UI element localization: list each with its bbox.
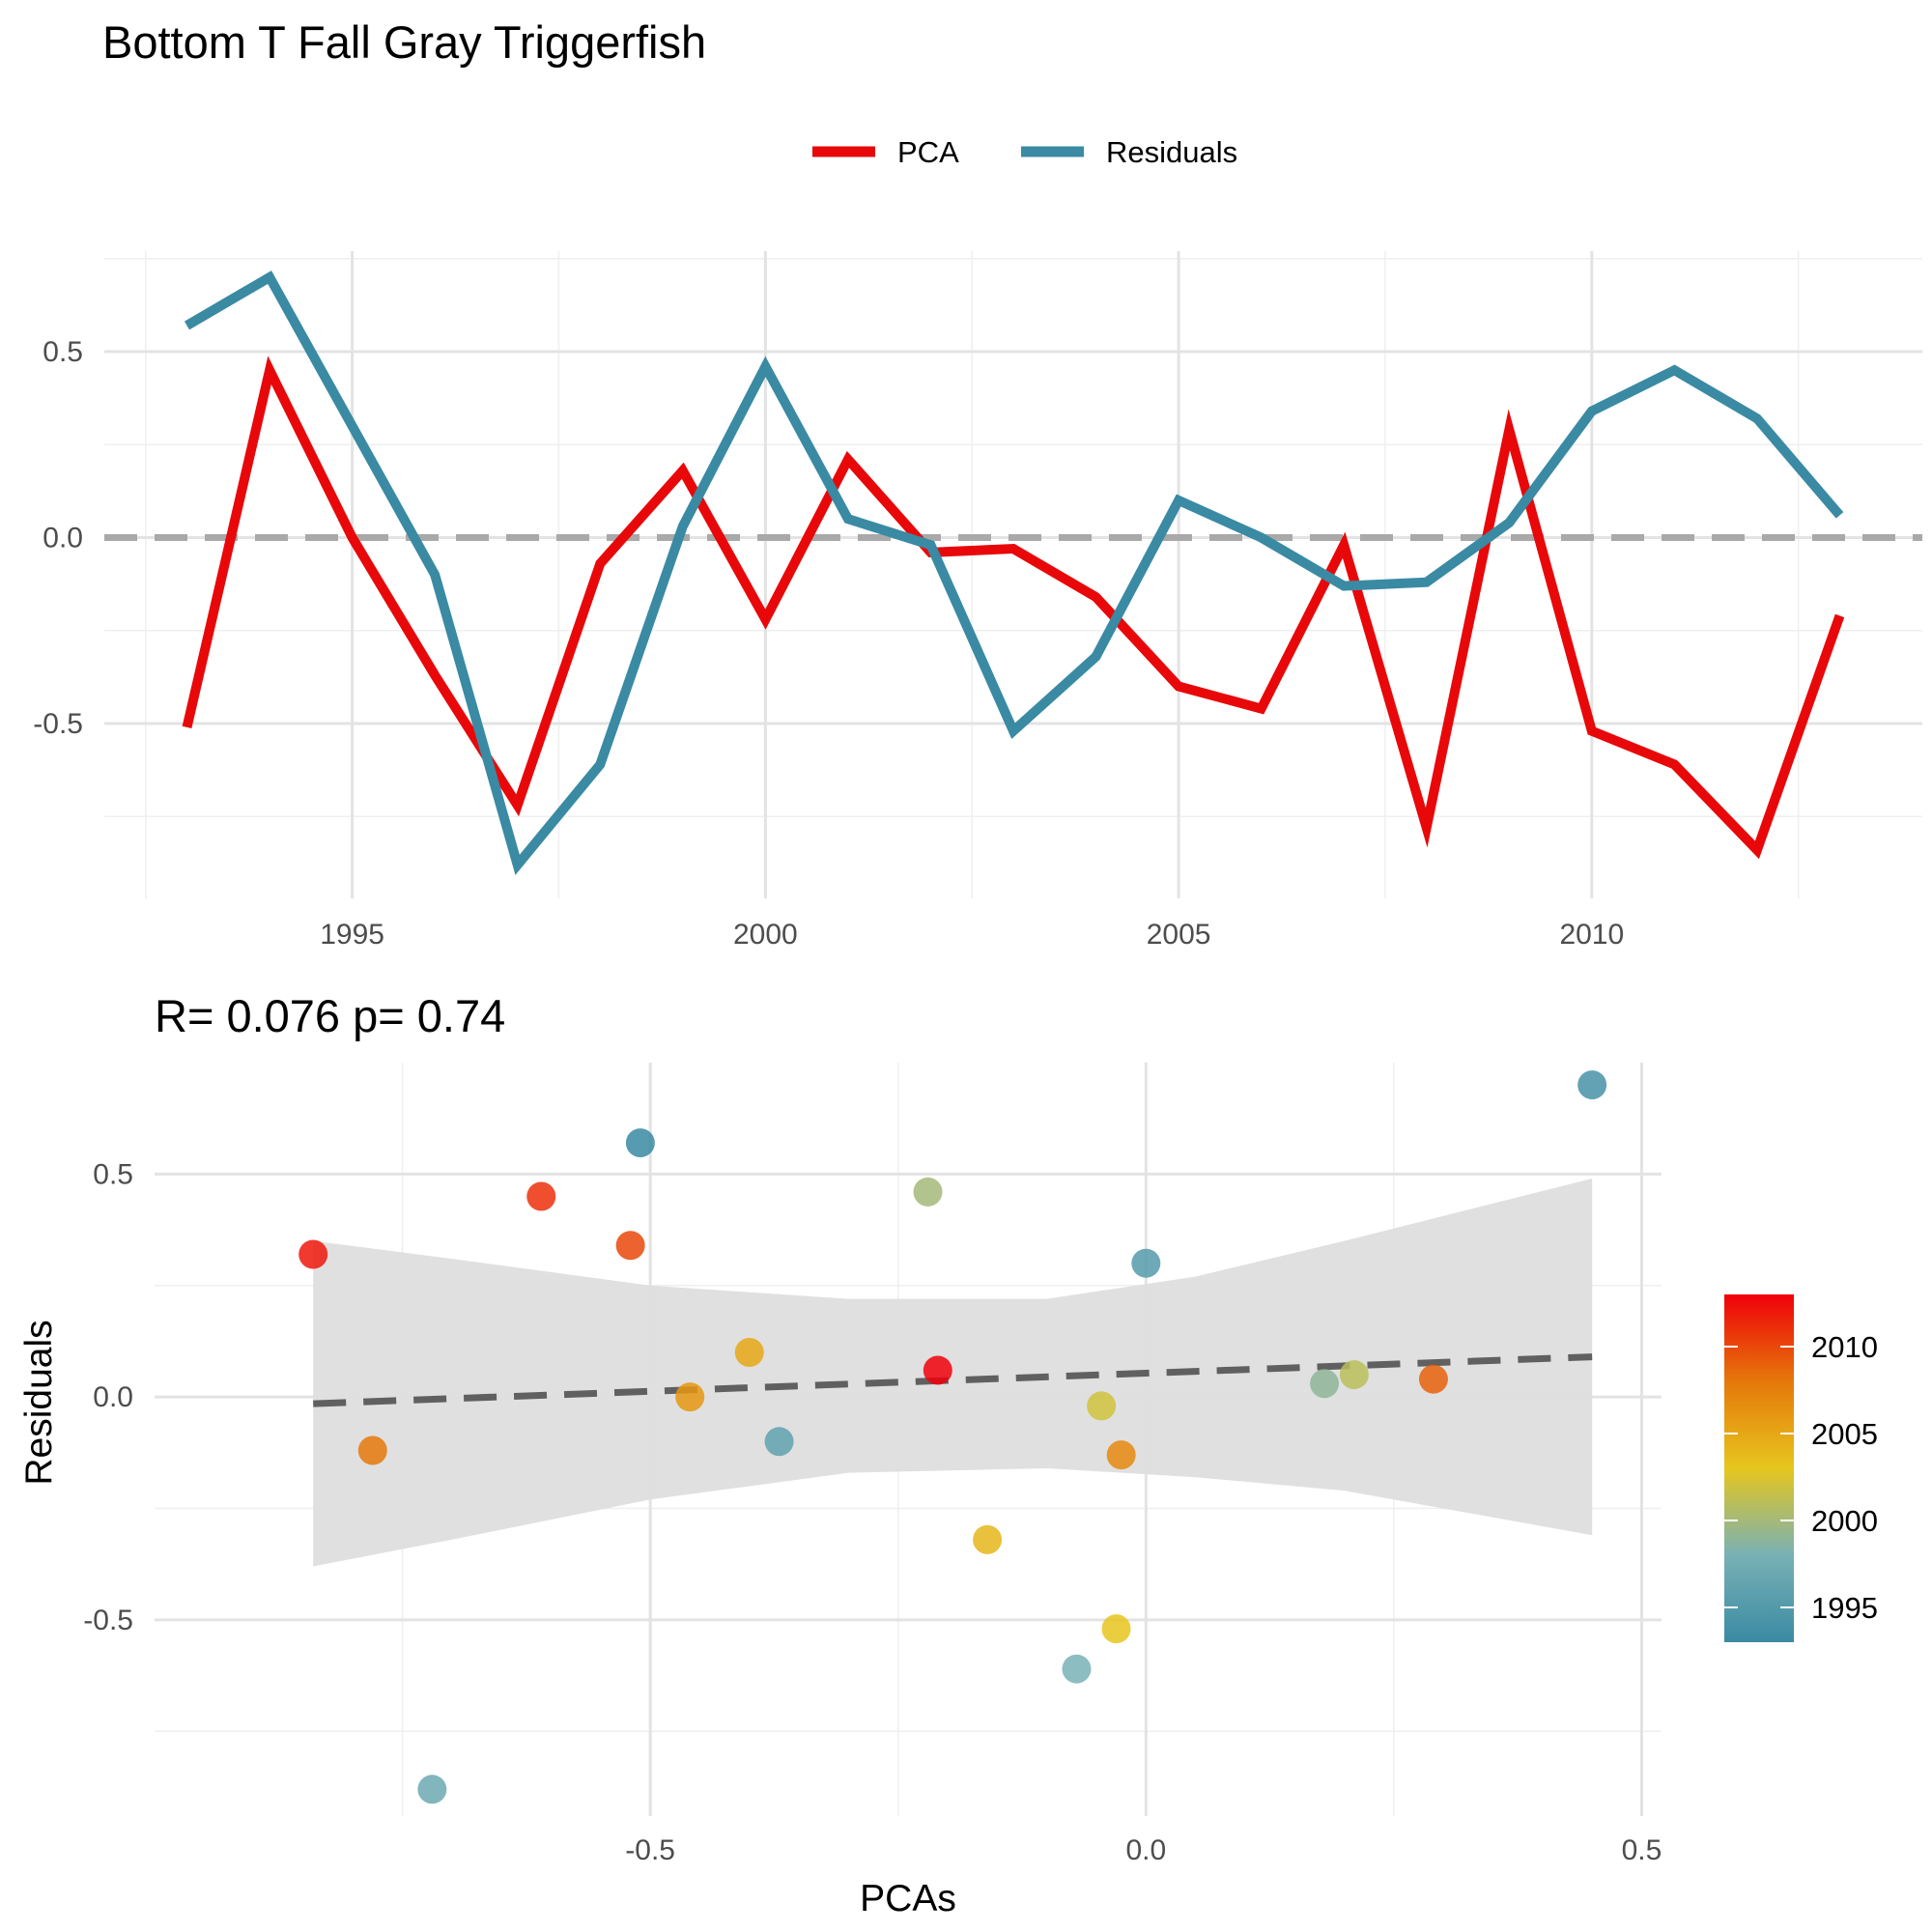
- scatter-point: [1106, 1440, 1136, 1470]
- scatter-point: [675, 1382, 705, 1412]
- scatter-point: [1310, 1369, 1340, 1399]
- legend: PCA Residuals: [812, 135, 1237, 169]
- y-tick-label: 0.5: [93, 1158, 133, 1190]
- colorbar-label: 2010: [1811, 1330, 1878, 1364]
- x-tick-label: 2005: [1147, 919, 1211, 951]
- x-axis-title: PCAs: [860, 1878, 956, 1919]
- y-tick-label: 0.5: [43, 336, 83, 368]
- scatter-chart-panel: -0.5 0.0 0.5 -0.5 0.0 0.5: [83, 1063, 1662, 1866]
- scatter-point: [923, 1355, 952, 1385]
- scatter-point: [764, 1427, 794, 1457]
- regression-fit-line: [313, 1353, 1593, 1407]
- scatter-point: [1087, 1391, 1117, 1421]
- color-legend: 1995 2000 2005 2010: [1724, 1294, 1878, 1642]
- y-tick-label: 0.0: [43, 522, 83, 554]
- scatter-point: [1131, 1248, 1161, 1278]
- scatter-point: [1577, 1070, 1607, 1100]
- figure-title: Bottom T Fall Gray Triggerfish: [102, 16, 706, 68]
- pca-line: [182, 355, 1845, 860]
- scatter-point: [357, 1435, 387, 1465]
- x-tick-label: 0.0: [1125, 1834, 1166, 1866]
- colorbar-label: 2000: [1811, 1504, 1878, 1538]
- scatter-point: [1062, 1654, 1092, 1684]
- scatter-point: [298, 1239, 328, 1269]
- scatter-point: [734, 1338, 764, 1367]
- legend-label-pca: PCA: [897, 135, 959, 169]
- residuals-line: [184, 270, 1844, 875]
- scatter-point: [973, 1524, 1003, 1554]
- scatter-point: [625, 1128, 655, 1158]
- legend-label-residuals: Residuals: [1106, 135, 1237, 169]
- scatter-point: [417, 1775, 447, 1804]
- y-tick-label: -0.5: [33, 708, 83, 740]
- scatter-point: [615, 1231, 645, 1261]
- x-tick-label: -0.5: [625, 1834, 675, 1866]
- scatter-subtitle: R= 0.076 p= 0.74: [155, 990, 505, 1041]
- y-tick-label: 0.0: [93, 1381, 133, 1413]
- x-tick-label: 0.5: [1622, 1834, 1662, 1866]
- x-tick-label: 2010: [1559, 919, 1624, 951]
- scatter-point: [913, 1177, 943, 1207]
- y-axis-title: Residuals: [18, 1320, 60, 1485]
- scatter-point: [1418, 1364, 1448, 1394]
- colorbar-label: 2005: [1811, 1417, 1878, 1451]
- x-tick-label: 2000: [733, 919, 798, 951]
- colorbar-gradient: [1724, 1294, 1794, 1642]
- scatter-point: [1339, 1360, 1369, 1390]
- y-tick-label: -0.5: [83, 1605, 133, 1636]
- line-chart-panel: 1995 2000 2005 2010 -0.5 0.0 0.5: [33, 251, 1922, 951]
- colorbar-label: 1995: [1811, 1591, 1878, 1625]
- scatter-point: [1101, 1614, 1131, 1644]
- x-tick-label: 1995: [320, 919, 384, 951]
- scatter-point: [526, 1181, 556, 1211]
- confidence-band: [313, 1179, 1593, 1567]
